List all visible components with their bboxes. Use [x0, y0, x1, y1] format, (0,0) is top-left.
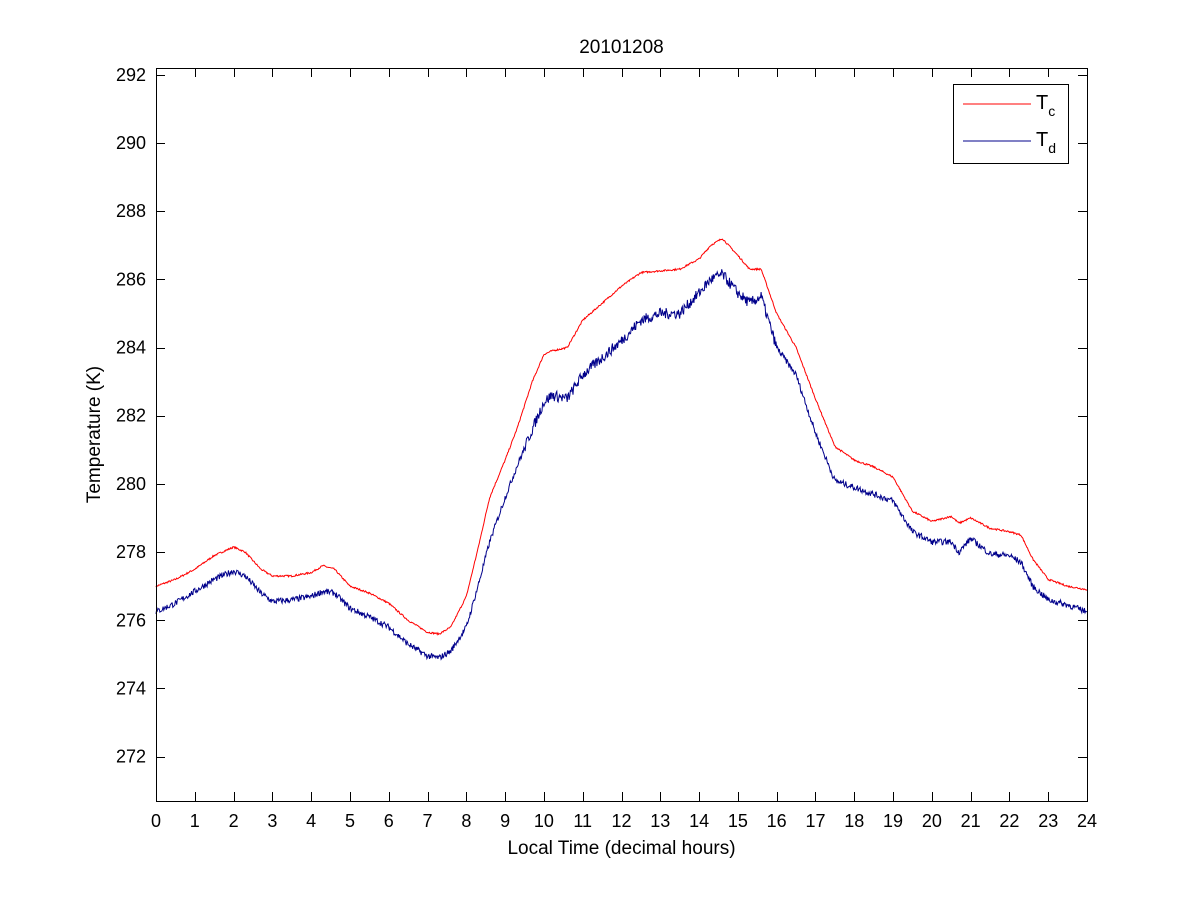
legend-entry-td-subscript: d: [1048, 140, 1056, 156]
x-tick-label: 24: [1077, 811, 1097, 831]
y-tick-label: 280: [116, 474, 146, 494]
x-tick-label: 2: [229, 811, 239, 831]
x-tick-label: 10: [534, 811, 554, 831]
x-tick-label: 14: [689, 811, 709, 831]
x-tick-label: 15: [728, 811, 748, 831]
x-tick-label: 11: [573, 811, 592, 831]
y-tick-label: 274: [116, 678, 146, 698]
y-axis: 272 274 276 278 280 282 284 286 288 290 292: [116, 65, 1087, 767]
x-tick-label: 12: [611, 811, 631, 831]
x-tick-label: 8: [461, 811, 471, 831]
x-tick-label: 6: [384, 811, 394, 831]
y-tick-label: 292: [116, 65, 146, 85]
series-line-tc: [155, 238, 1088, 636]
legend-entry-tc-name: T: [1036, 92, 1048, 114]
x-axis: 0 1 2 3 4 5 6 7 8 9 10 11 12 13 14 15 16 17 18 19 20 21 22 23 24: [151, 68, 1097, 831]
x-tick-label: 5: [345, 811, 355, 831]
x-tick-label: 21: [961, 811, 981, 831]
x-tick-label: 17: [805, 811, 825, 831]
legend-entry-td: Td: [1036, 129, 1056, 156]
legend-entry-td-name: T: [1036, 129, 1048, 151]
x-tick-label: 0: [151, 811, 161, 831]
chart-title: 20101208: [579, 37, 664, 58]
y-tick-label: 290: [116, 133, 146, 153]
x-tick-label: 13: [650, 811, 670, 831]
series-line-td: [155, 269, 1088, 661]
x-tick-label: 1: [190, 811, 200, 831]
x-tick-label: 18: [844, 811, 864, 831]
legend: Tc Td: [953, 84, 1069, 164]
x-tick-label: 22: [999, 811, 1019, 831]
x-tick-label: 19: [883, 811, 903, 831]
y-tick-label: 282: [116, 406, 146, 426]
y-tick-label: 272: [116, 747, 146, 767]
y-tick-label: 278: [116, 542, 146, 562]
y-axis-label: Temperature (K): [84, 366, 105, 503]
y-tick-label: 284: [116, 338, 146, 358]
y-tick-label: 286: [116, 269, 146, 289]
x-tick-label: 20: [922, 811, 942, 831]
x-tick-label: 23: [1038, 811, 1058, 831]
x-tick-label: 4: [306, 811, 316, 831]
plot-area: [156, 68, 1087, 801]
x-axis-label: Local Time (decimal hours): [507, 838, 735, 859]
legend-entry-tc-subscript: c: [1048, 103, 1055, 119]
x-tick-label: 9: [500, 811, 510, 831]
x-tick-label: 3: [267, 811, 277, 831]
legend-box: [953, 84, 1069, 164]
y-tick-label: 288: [116, 201, 146, 221]
x-tick-label: 16: [767, 811, 787, 831]
x-tick-label: 7: [423, 811, 433, 831]
series-layer: [155, 238, 1088, 661]
legend-entry-tc: Tc: [1036, 92, 1055, 119]
y-tick-label: 276: [116, 610, 146, 630]
